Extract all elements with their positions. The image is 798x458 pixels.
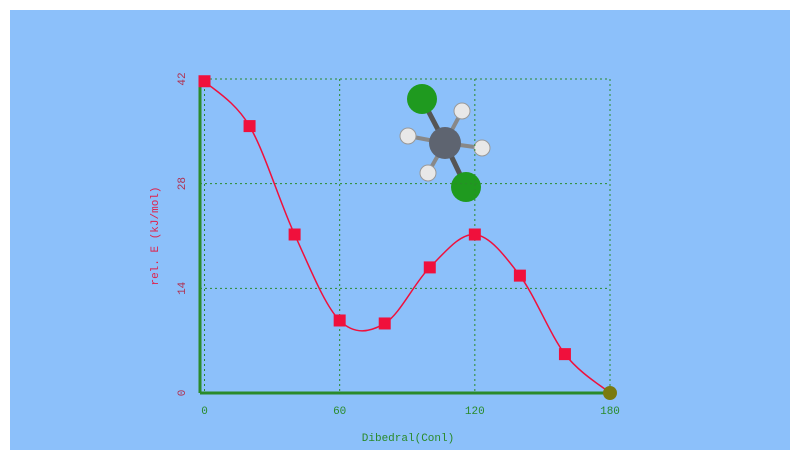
point xyxy=(289,229,301,241)
point xyxy=(334,314,346,326)
point xyxy=(469,229,481,241)
y-tick-label: 42 xyxy=(177,72,189,85)
x-tick-label: 0 xyxy=(201,406,208,418)
point xyxy=(379,317,391,329)
background xyxy=(10,10,790,450)
y-axis-label: rel. E (kJ/mol) xyxy=(150,186,162,285)
y-tick-label: 0 xyxy=(177,390,189,397)
x-tick-label: 60 xyxy=(333,406,346,418)
x-axis-label: Dibedral(Conl) xyxy=(362,433,454,445)
x-tick-label: 120 xyxy=(465,406,485,418)
point xyxy=(559,348,571,360)
y-tick-label: 14 xyxy=(177,281,189,295)
highlight-point xyxy=(603,386,617,400)
chart: Dibedral(Conl) rel. E (kJ/mol) 0 14 28 42 0 6… xyxy=(0,0,798,458)
x-tick-label: 180 xyxy=(600,406,620,418)
y-tick-label: 28 xyxy=(177,177,189,190)
point xyxy=(244,120,256,132)
point xyxy=(424,261,436,273)
point xyxy=(199,75,211,87)
point xyxy=(514,270,526,282)
